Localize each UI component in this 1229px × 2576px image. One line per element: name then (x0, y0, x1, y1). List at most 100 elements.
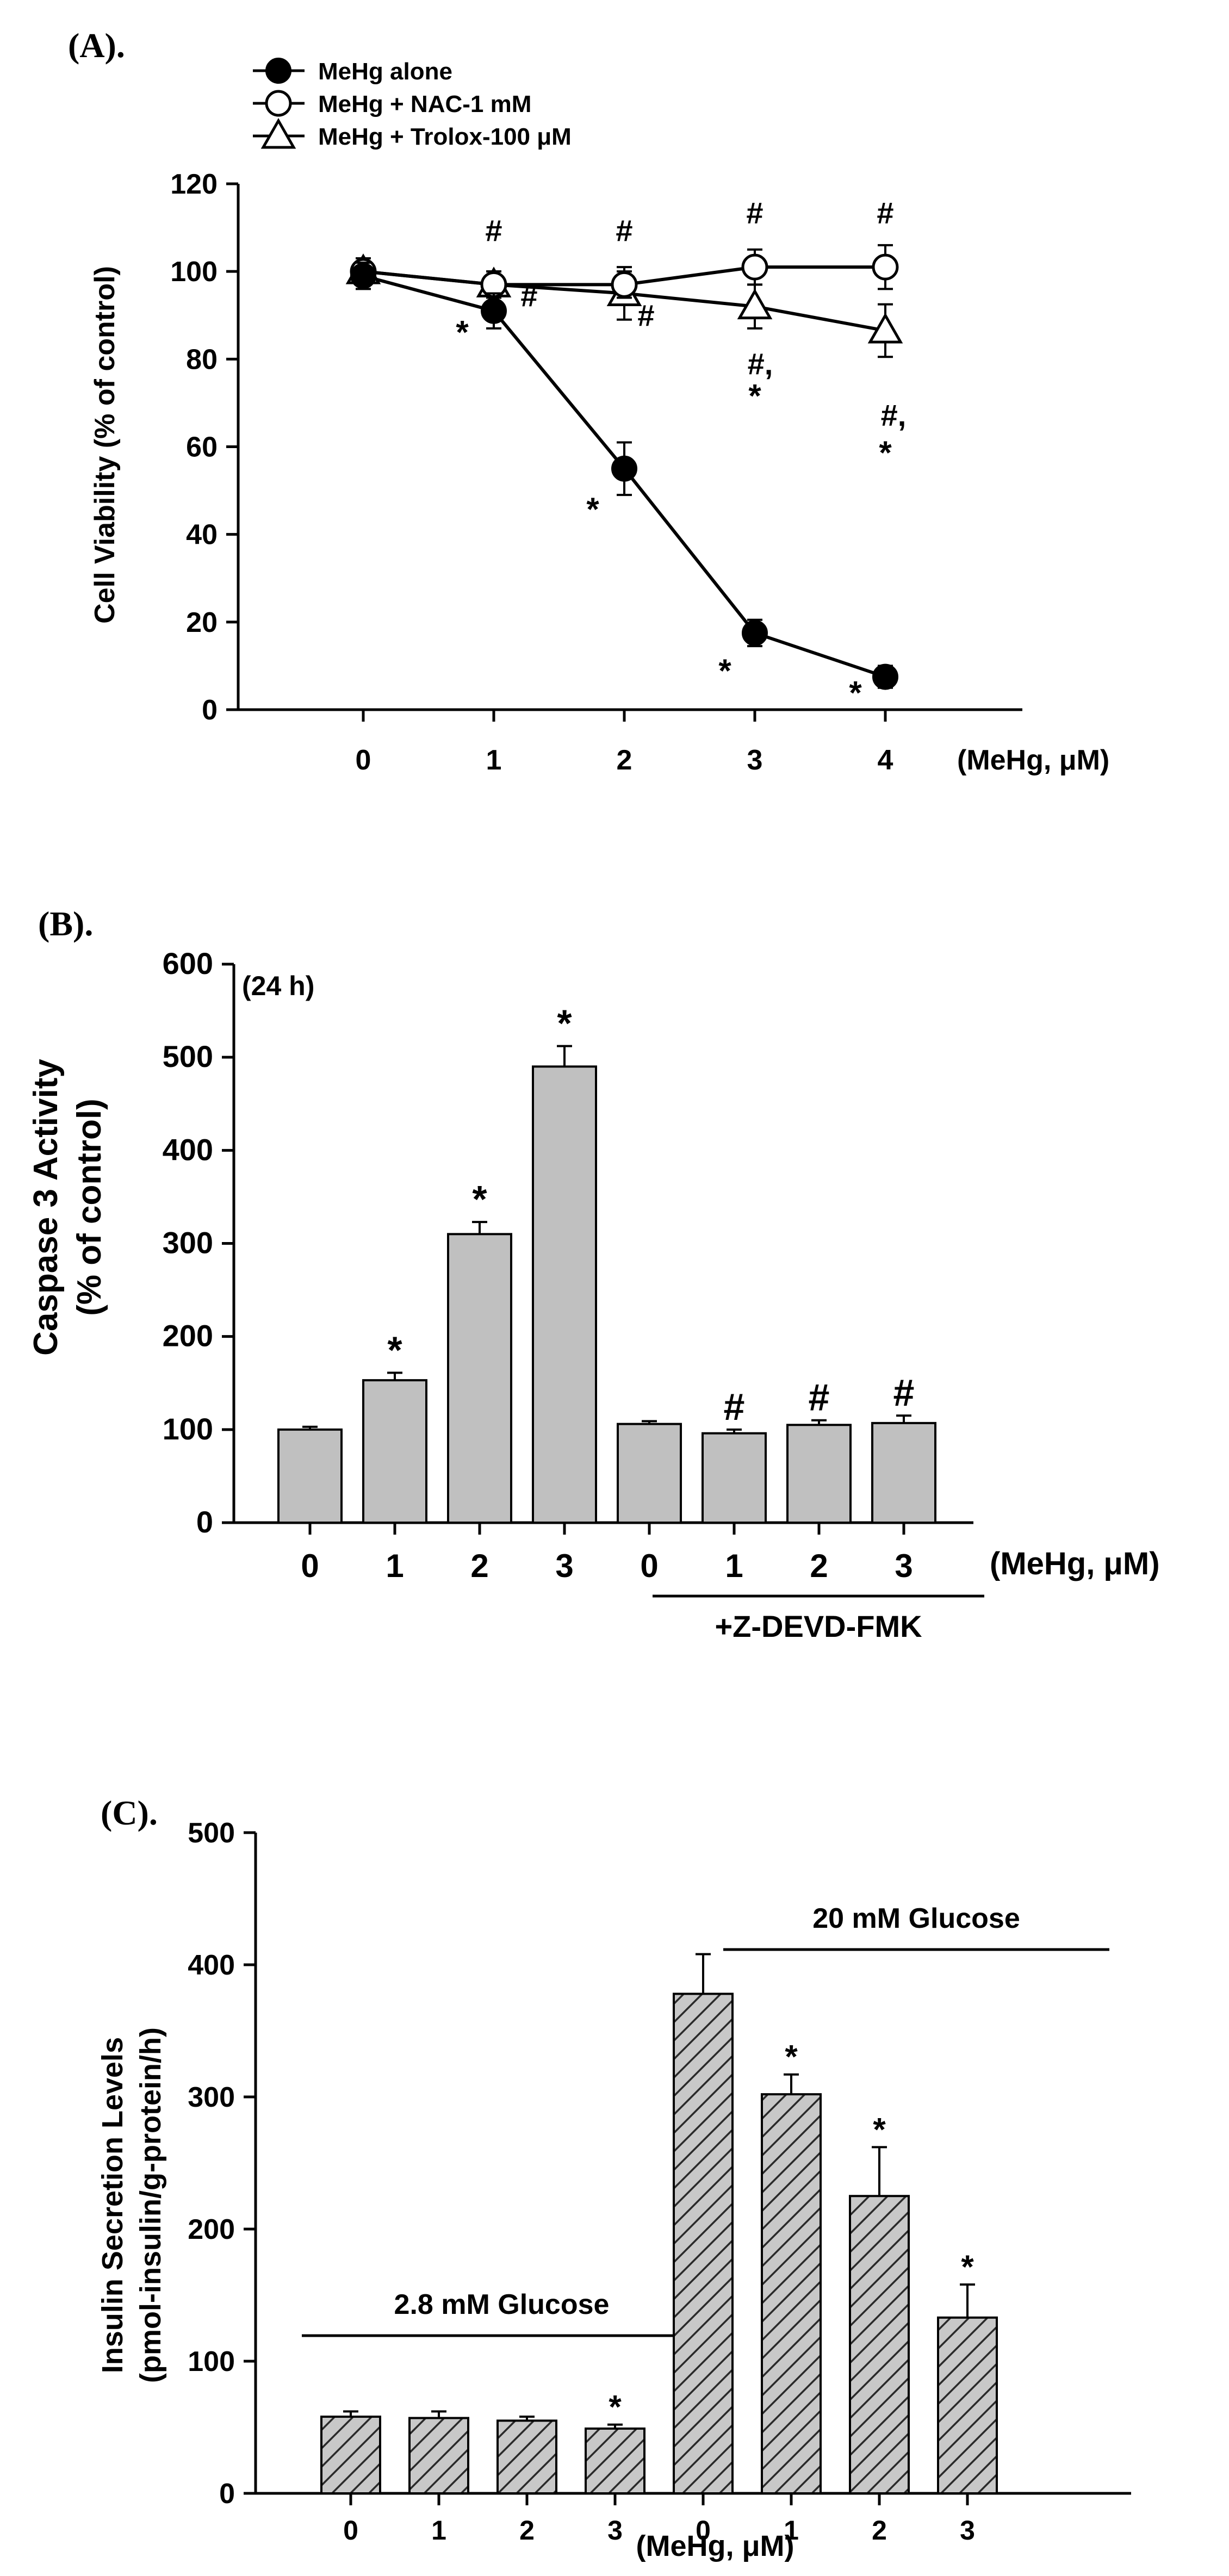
significance-hash: # (616, 213, 632, 247)
panel-c-plot: * * * * (320, 1953, 998, 2495)
x-tick-label: 2 (519, 2515, 535, 2546)
data-point-filled-circle (350, 263, 376, 289)
bar-group: # (871, 1371, 936, 1524)
x-tick-label: 1 (725, 1548, 743, 1584)
y-tick-label: 600 (163, 946, 213, 980)
bar (673, 1992, 734, 2494)
bar (702, 1432, 767, 1524)
significance-star: * (873, 2111, 886, 2147)
panel-b-y-axis-label-line2: (% of control) (71, 1098, 108, 1316)
bar-group: * (532, 1002, 597, 1524)
bar-group: * (761, 2039, 822, 2494)
significance-star: * (849, 675, 862, 711)
significance-star: * (748, 378, 761, 414)
bar-group: * (447, 1178, 512, 1524)
significance-hash: # (893, 1371, 915, 1414)
bar-group: # (786, 1376, 852, 1524)
series-open-circle (350, 244, 899, 299)
significance-star: * (609, 2389, 622, 2425)
y-tick-label: 200 (188, 2214, 235, 2245)
y-tick-label: 300 (163, 1226, 213, 1260)
y-tick-label: 400 (163, 1132, 213, 1166)
legend-label: MeHg + NAC-1 mM (318, 91, 531, 117)
x-tick-label: 0 (640, 1548, 658, 1584)
panel-a-y-axis-label: Cell Viability (% of control) (89, 266, 121, 624)
y-tick-label: 0 (202, 694, 218, 726)
panel-b-subtitle: (24 h) (242, 971, 314, 1001)
y-tick-label: 300 (188, 2082, 235, 2113)
y-tick-label: 100 (163, 1412, 213, 1446)
legend-label: MeHg alone (318, 58, 452, 85)
bar-group (617, 1420, 682, 1524)
bar (362, 1379, 427, 1524)
data-point-open-circle (611, 271, 638, 298)
bar (496, 2419, 557, 2495)
bar-group: # (702, 1386, 767, 1524)
significance-star: * (879, 434, 892, 471)
bar (447, 1233, 512, 1524)
panel-c-x-axis-label: (MeHg, μM) (636, 2530, 794, 2562)
significance-star: * (387, 1329, 402, 1371)
panel-b-x-axis-label: (MeHg, μM) (990, 1546, 1160, 1581)
panel-b: (B). (24 h) Caspase 3 Activity (% of con… (27, 904, 1160, 1643)
x-tick-label: 0 (301, 1548, 319, 1584)
data-point-filled-circle (742, 619, 768, 646)
bar-group (496, 2416, 557, 2495)
significance-star: * (785, 2039, 798, 2075)
bar-group: * (849, 2111, 910, 2494)
panel-a-legend: MeHg alone MeHg + NAC-1 mM MeHg + Trolox-1… (253, 58, 572, 150)
x-tick-label: 3 (895, 1548, 913, 1584)
x-tick-label: 4 (878, 744, 893, 776)
panel-b-axes: 0 100 200 300 400 500 600 0 1 2 3 0 1 2 3 (163, 946, 984, 1598)
bar (617, 1423, 682, 1524)
x-tick-label: 3 (960, 2515, 975, 2546)
panel-c-y-axis-label-line2: (pmol-insulin/g-protein/h) (134, 2027, 167, 2383)
significance-hash: #, (881, 398, 907, 432)
y-tick-label: 80 (186, 344, 218, 375)
significance-star: * (961, 2249, 974, 2285)
panel-c-y-axis-label-line1: Insulin Secretion Levels (96, 2037, 129, 2373)
y-tick-label: 400 (188, 1950, 235, 1981)
bar (277, 1428, 343, 1524)
x-tick-label: 2 (810, 1548, 828, 1584)
bar (937, 2316, 998, 2495)
bar (761, 2093, 822, 2494)
significance-hash: #, (748, 347, 773, 381)
panel-a-plot: *##*##*##,**##,* (345, 196, 906, 711)
significance-hash: # (485, 213, 502, 247)
x-tick-label: 0 (343, 2515, 358, 2546)
bar (849, 2195, 910, 2494)
bar-group (277, 1425, 343, 1524)
bar-group: * (585, 2389, 645, 2495)
bar (871, 1422, 936, 1524)
y-tick-label: 100 (188, 2346, 235, 2378)
significance-hash: # (877, 196, 893, 230)
panel-c: (C). Insulin Secretion Levels (pmol-insu… (96, 1793, 1131, 2562)
bar (585, 2427, 645, 2495)
panel-b-group-label: +Z-DEVD-FMK (715, 1609, 922, 1643)
legend-label: MeHg + Trolox-100 μM (318, 123, 572, 150)
significance-hash: # (809, 1376, 830, 1419)
significance-star: * (472, 1178, 487, 1220)
legend-marker-filled-circle (265, 58, 291, 84)
significance-hash: # (724, 1386, 745, 1428)
bar-group (673, 1953, 734, 2494)
significance-annotations: *##*##*##,**##,* (456, 196, 906, 711)
panel-a-x-axis-label: (MeHg, μM) (957, 744, 1109, 776)
x-tick-label: 2 (470, 1548, 488, 1584)
bar (320, 2416, 381, 2495)
group-label: 20 mM Glucose (812, 1903, 1020, 1934)
panel-a-axes: 0 20 40 60 80 100 120 0 1 2 3 4 (170, 169, 1022, 776)
y-tick-label: 20 (186, 607, 218, 638)
data-point-open-circle (741, 253, 768, 281)
data-point-open-circle (872, 253, 899, 281)
data-point-open-triangle (737, 288, 773, 320)
y-tick-label: 120 (170, 169, 218, 200)
x-tick-label: 3 (555, 1548, 573, 1584)
data-point-filled-circle (611, 455, 637, 482)
x-tick-label: 3 (607, 2515, 623, 2546)
y-tick-label: 60 (186, 432, 218, 463)
bar (786, 1424, 852, 1524)
y-tick-label: 100 (170, 256, 218, 288)
data-point-filled-circle (872, 663, 898, 690)
